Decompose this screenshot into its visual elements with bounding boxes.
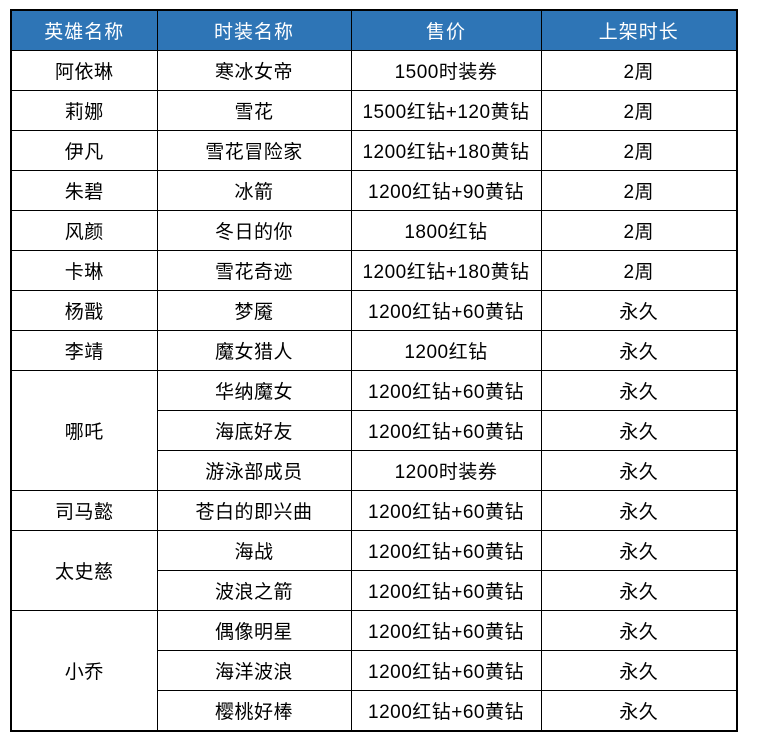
price-cell: 1200红钻+90黄钻 bbox=[350, 170, 542, 211]
price-cell: 1200红钻 bbox=[350, 330, 542, 371]
table-row: 太史慈 海战 1200红钻+60黄钻 永久 bbox=[10, 530, 738, 611]
table-row: 朱碧 冰箭 1200红钻+90黄钻 2周 bbox=[10, 170, 738, 211]
price-cell: 1500红钻+120黄钻 bbox=[350, 90, 542, 131]
price-cell: 1200红钻+60黄钻 bbox=[350, 650, 542, 691]
skin-price-table-container: 英雄名称 时装名称 售价 上架时长 阿依琳 寒冰女帝 1500时装券 2周 莉娜 雪花 1500红… bbox=[10, 9, 738, 732]
table-row: 莉娜 雪花 1500红钻+120黄钻 2周 bbox=[10, 90, 738, 131]
table-body: 阿依琳 寒冰女帝 1500时装券 2周 莉娜 雪花 1500红钻+120黄钻 2周 伊凡 雪花冒险… bbox=[10, 50, 738, 732]
hero-name-cell: 太史慈 bbox=[10, 530, 158, 611]
skin-name-cell: 樱桃好棒 bbox=[156, 690, 352, 732]
hero-name-cell: 阿依琳 bbox=[10, 50, 158, 91]
price-cell: 1200红钻+60黄钻 bbox=[350, 610, 542, 651]
duration-cell: 永久 bbox=[540, 530, 738, 571]
duration-cell: 2周 bbox=[540, 210, 738, 251]
hero-name-cell: 风颜 bbox=[10, 210, 158, 251]
table-row: 李靖 魔女猎人 1200红钻 永久 bbox=[10, 330, 738, 371]
hero-name-cell: 李靖 bbox=[10, 330, 158, 371]
column-header-4: 上架时长 bbox=[540, 9, 738, 51]
hero-name-cell: 哪吒 bbox=[10, 370, 158, 491]
duration-cell: 永久 bbox=[540, 650, 738, 691]
skin-name-cell: 海底好友 bbox=[156, 410, 352, 451]
duration-cell: 永久 bbox=[540, 610, 738, 651]
skin-name-cell: 苍白的即兴曲 bbox=[156, 490, 352, 531]
skin-name-cell: 魔女猎人 bbox=[156, 330, 352, 371]
table-row: 卡琳 雪花奇迹 1200红钻+180黄钻 2周 bbox=[10, 250, 738, 291]
skin-name-cell: 冬日的你 bbox=[156, 210, 352, 251]
duration-cell: 2周 bbox=[540, 170, 738, 211]
hero-name-cell: 卡琳 bbox=[10, 250, 158, 291]
skin-name-cell: 寒冰女帝 bbox=[156, 50, 352, 91]
skin-name-cell: 海战 bbox=[156, 530, 352, 571]
duration-cell: 永久 bbox=[540, 570, 738, 611]
price-cell: 1200红钻+180黄钻 bbox=[350, 130, 542, 171]
hero-name-cell: 司马懿 bbox=[10, 490, 158, 531]
duration-cell: 永久 bbox=[540, 690, 738, 732]
table-row: 风颜 冬日的你 1800红钻 2周 bbox=[10, 210, 738, 251]
duration-cell: 永久 bbox=[540, 370, 738, 411]
table-row: 杨戬 梦魇 1200红钻+60黄钻 永久 bbox=[10, 290, 738, 331]
skin-name-cell: 雪花 bbox=[156, 90, 352, 131]
price-cell: 1200红钻+60黄钻 bbox=[350, 690, 542, 732]
duration-cell: 2周 bbox=[540, 90, 738, 131]
hero-name-cell: 伊凡 bbox=[10, 130, 158, 171]
price-cell: 1500时装券 bbox=[350, 50, 542, 91]
duration-cell: 永久 bbox=[540, 450, 738, 491]
hero-name-cell: 小乔 bbox=[10, 610, 158, 732]
table-row: 司马懿 苍白的即兴曲 1200红钻+60黄钻 永久 bbox=[10, 490, 738, 531]
price-cell: 1200红钻+60黄钻 bbox=[350, 290, 542, 331]
hero-name-cell: 朱碧 bbox=[10, 170, 158, 211]
price-cell: 1200红钻+60黄钻 bbox=[350, 530, 542, 571]
price-cell: 1200红钻+60黄钻 bbox=[350, 490, 542, 531]
duration-cell: 2周 bbox=[540, 50, 738, 91]
duration-cell: 永久 bbox=[540, 290, 738, 331]
skin-name-cell: 华纳魔女 bbox=[156, 370, 352, 411]
skin-name-cell: 梦魇 bbox=[156, 290, 352, 331]
header-row: 英雄名称 时装名称 售价 上架时长 bbox=[10, 9, 738, 51]
table-row: 伊凡 雪花冒险家 1200红钻+180黄钻 2周 bbox=[10, 130, 738, 171]
duration-cell: 2周 bbox=[540, 250, 738, 291]
price-cell: 1200时装券 bbox=[350, 450, 542, 491]
column-header-1: 英雄名称 bbox=[10, 9, 158, 51]
column-header-2: 时装名称 bbox=[156, 9, 352, 51]
price-cell: 1800红钻 bbox=[350, 210, 542, 251]
duration-cell: 2周 bbox=[540, 130, 738, 171]
skin-price-table: 英雄名称 时装名称 售价 上架时长 阿依琳 寒冰女帝 1500时装券 2周 莉娜 雪花 1500红… bbox=[10, 9, 738, 732]
skin-name-cell: 冰箭 bbox=[156, 170, 352, 211]
table-row: 阿依琳 寒冰女帝 1500时装券 2周 bbox=[10, 50, 738, 91]
skin-name-cell: 偶像明星 bbox=[156, 610, 352, 651]
table-row: 哪吒 华纳魔女 1200红钻+60黄钻 永久 bbox=[10, 370, 738, 491]
hero-name-cell: 莉娜 bbox=[10, 90, 158, 131]
skin-name-cell: 游泳部成员 bbox=[156, 450, 352, 491]
price-cell: 1200红钻+60黄钻 bbox=[350, 370, 542, 411]
skin-name-cell: 波浪之箭 bbox=[156, 570, 352, 611]
duration-cell: 永久 bbox=[540, 410, 738, 451]
table-header: 英雄名称 时装名称 售价 上架时长 bbox=[10, 9, 738, 51]
price-cell: 1200红钻+180黄钻 bbox=[350, 250, 542, 291]
duration-cell: 永久 bbox=[540, 330, 738, 371]
hero-name-cell: 杨戬 bbox=[10, 290, 158, 331]
table-row: 海底好友 1200红钻+60黄钻 永久 bbox=[11, 410, 738, 451]
price-cell: 1200红钻+60黄钻 bbox=[350, 570, 542, 611]
skin-name-cell: 雪花奇迹 bbox=[156, 250, 352, 291]
skin-name-cell: 海洋波浪 bbox=[156, 650, 352, 691]
column-header-3: 售价 bbox=[350, 9, 542, 51]
duration-cell: 永久 bbox=[540, 490, 738, 531]
skin-name-cell: 雪花冒险家 bbox=[156, 130, 352, 171]
price-cell: 1200红钻+60黄钻 bbox=[350, 410, 542, 451]
table-row: 小乔 偶像明星 1200红钻+60黄钻 永久 bbox=[10, 610, 738, 732]
